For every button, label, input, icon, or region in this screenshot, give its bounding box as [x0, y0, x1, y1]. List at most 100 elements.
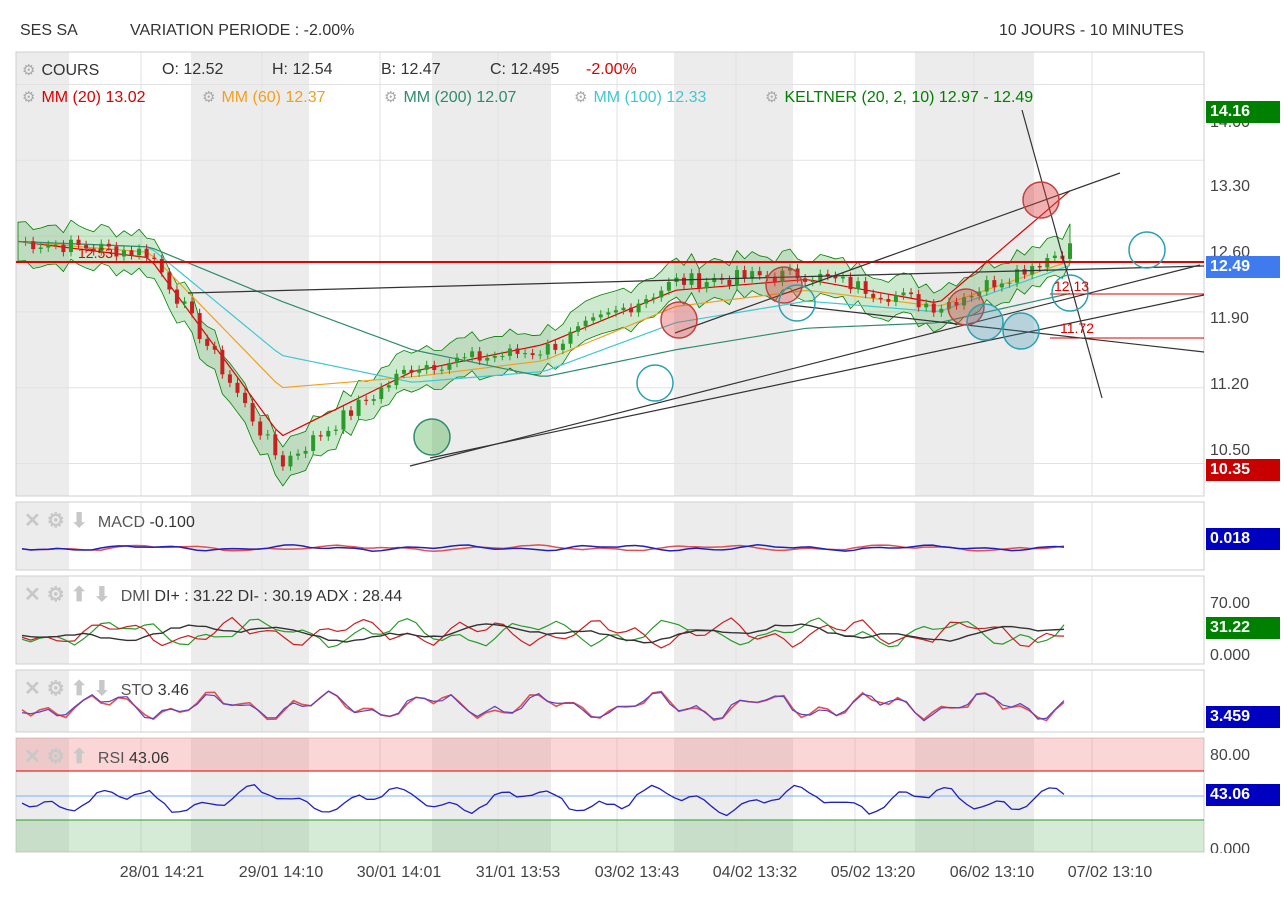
candle-body — [394, 373, 399, 386]
gear-icon[interactable]: ⚙ — [46, 678, 65, 700]
session-band — [432, 502, 551, 570]
candle-body — [750, 271, 755, 279]
arrow-down-icon[interactable]: ⬇ — [93, 678, 111, 700]
close-icon[interactable]: ✕ — [24, 510, 41, 532]
candle-body — [999, 283, 1004, 288]
candle-body — [659, 290, 664, 298]
dmi-label: DMI — [120, 588, 151, 605]
candle-body — [38, 247, 43, 250]
sto-badge: 3.459 — [1206, 706, 1280, 728]
candle-body — [924, 303, 929, 308]
arrow-up-icon[interactable]: ⬆ — [70, 678, 88, 700]
candle-body — [969, 296, 974, 298]
candle-body — [1007, 282, 1012, 284]
candle-body — [258, 421, 263, 436]
arrow-down-icon[interactable]: ⬇ — [93, 584, 111, 606]
candle-body — [462, 357, 467, 359]
candle-body — [833, 275, 838, 279]
sto-line — [21, 690, 1065, 722]
candle-body — [492, 355, 497, 358]
candle-body — [1052, 255, 1057, 259]
gear-icon[interactable]: ⚙ — [22, 62, 36, 79]
gear-icon[interactable]: ⚙ — [202, 89, 216, 106]
candle-body — [651, 297, 656, 300]
candle-body — [76, 239, 81, 246]
gear-icon[interactable]: ⚙ — [46, 746, 65, 768]
badge-last: 12.49 — [1206, 256, 1280, 278]
gear-icon[interactable]: ⚙ — [574, 89, 588, 106]
price-tick: 13.30 — [1210, 178, 1251, 195]
timeframe-selector[interactable]: 10 JOURS - 10 MINUTES — [999, 22, 1184, 39]
rsi-line — [21, 784, 1065, 817]
legend-mm100[interactable]: ⚙ MM (100) 12.33 — [574, 88, 706, 107]
session-band — [16, 738, 69, 852]
rsi-pane-header: ✕ ⚙ ⬆ RSI 43.06 — [24, 744, 169, 769]
legend-keltner[interactable]: ⚙ KELTNER (20, 2, 10) 12.97 - 12.49 — [765, 88, 1033, 107]
macd-label: MACD — [97, 514, 146, 531]
candle-body — [364, 399, 369, 401]
candle-body — [432, 365, 437, 371]
legend-mm20[interactable]: ⚙ MM (20) 13.02 — [22, 88, 146, 107]
arrow-up-icon[interactable]: ⬆ — [70, 746, 88, 768]
x-tick-label: 04/02 13:32 — [712, 864, 798, 881]
rsi-tick: 80.00 — [1210, 747, 1251, 764]
legend-mm200[interactable]: ⚙ MM (200) 12.07 — [384, 88, 516, 107]
candle-body — [863, 281, 868, 294]
candle-body — [341, 410, 346, 430]
macd-signal-line — [21, 544, 1065, 552]
candle-body — [909, 292, 914, 295]
gear-icon[interactable]: ⚙ — [765, 89, 779, 106]
candle-body — [962, 297, 967, 306]
legend-cours[interactable]: ⚙ COURS — [22, 61, 99, 80]
pane-border — [15, 51, 1205, 497]
pane-border — [15, 669, 1205, 733]
arrow-down-icon[interactable]: ⬇ — [70, 510, 88, 532]
legend-mm60[interactable]: ⚙ MM (60) 12.37 — [202, 88, 326, 107]
arrow-up-icon[interactable]: ⬆ — [70, 584, 88, 606]
close-icon[interactable]: ✕ — [24, 584, 41, 606]
macd-line — [21, 544, 1065, 552]
session-band — [16, 52, 69, 496]
price-tick: 11.90 — [1210, 310, 1249, 327]
candle-body — [46, 244, 51, 248]
gear-icon[interactable]: ⚙ — [384, 89, 398, 106]
annotation-label: 11.72 — [1060, 320, 1094, 336]
gear-icon[interactable]: ⚙ — [22, 89, 36, 106]
candle-body — [682, 277, 687, 285]
session-band — [432, 52, 551, 496]
candle-body — [318, 435, 323, 437]
candle-body — [417, 369, 422, 373]
candle-body — [227, 374, 232, 383]
mm20-label: MM (20) — [41, 89, 102, 106]
candle-body — [485, 357, 490, 361]
candle-body — [31, 241, 36, 250]
candle-body — [568, 331, 573, 344]
session-band — [191, 502, 309, 570]
close-icon[interactable]: ✕ — [24, 746, 41, 768]
annotation-label: 12.53 — [78, 245, 114, 261]
candle-body — [106, 243, 111, 247]
candle-body — [1022, 269, 1027, 275]
candle-body — [848, 276, 853, 290]
candle-body — [53, 244, 58, 246]
badge-low: 10.35 — [1206, 459, 1280, 481]
candle-body — [356, 399, 361, 416]
candle-body — [818, 273, 823, 282]
candle-body — [477, 351, 482, 361]
candle-body — [137, 248, 142, 256]
session-band — [16, 576, 69, 664]
candle-body — [507, 348, 512, 356]
candle-body — [273, 434, 278, 456]
close-icon[interactable]: ✕ — [24, 678, 41, 700]
gear-icon[interactable]: ⚙ — [46, 584, 65, 606]
ma-line — [17, 190, 1071, 437]
candle-body — [644, 299, 649, 304]
candle-body — [810, 281, 815, 283]
candle-body — [326, 430, 331, 437]
sto-value: 3.46 — [157, 682, 189, 699]
candle-body — [303, 450, 308, 454]
candle-body — [856, 281, 861, 290]
gear-icon[interactable]: ⚙ — [46, 510, 65, 532]
candle-body — [712, 277, 717, 283]
candle-body — [538, 354, 543, 356]
